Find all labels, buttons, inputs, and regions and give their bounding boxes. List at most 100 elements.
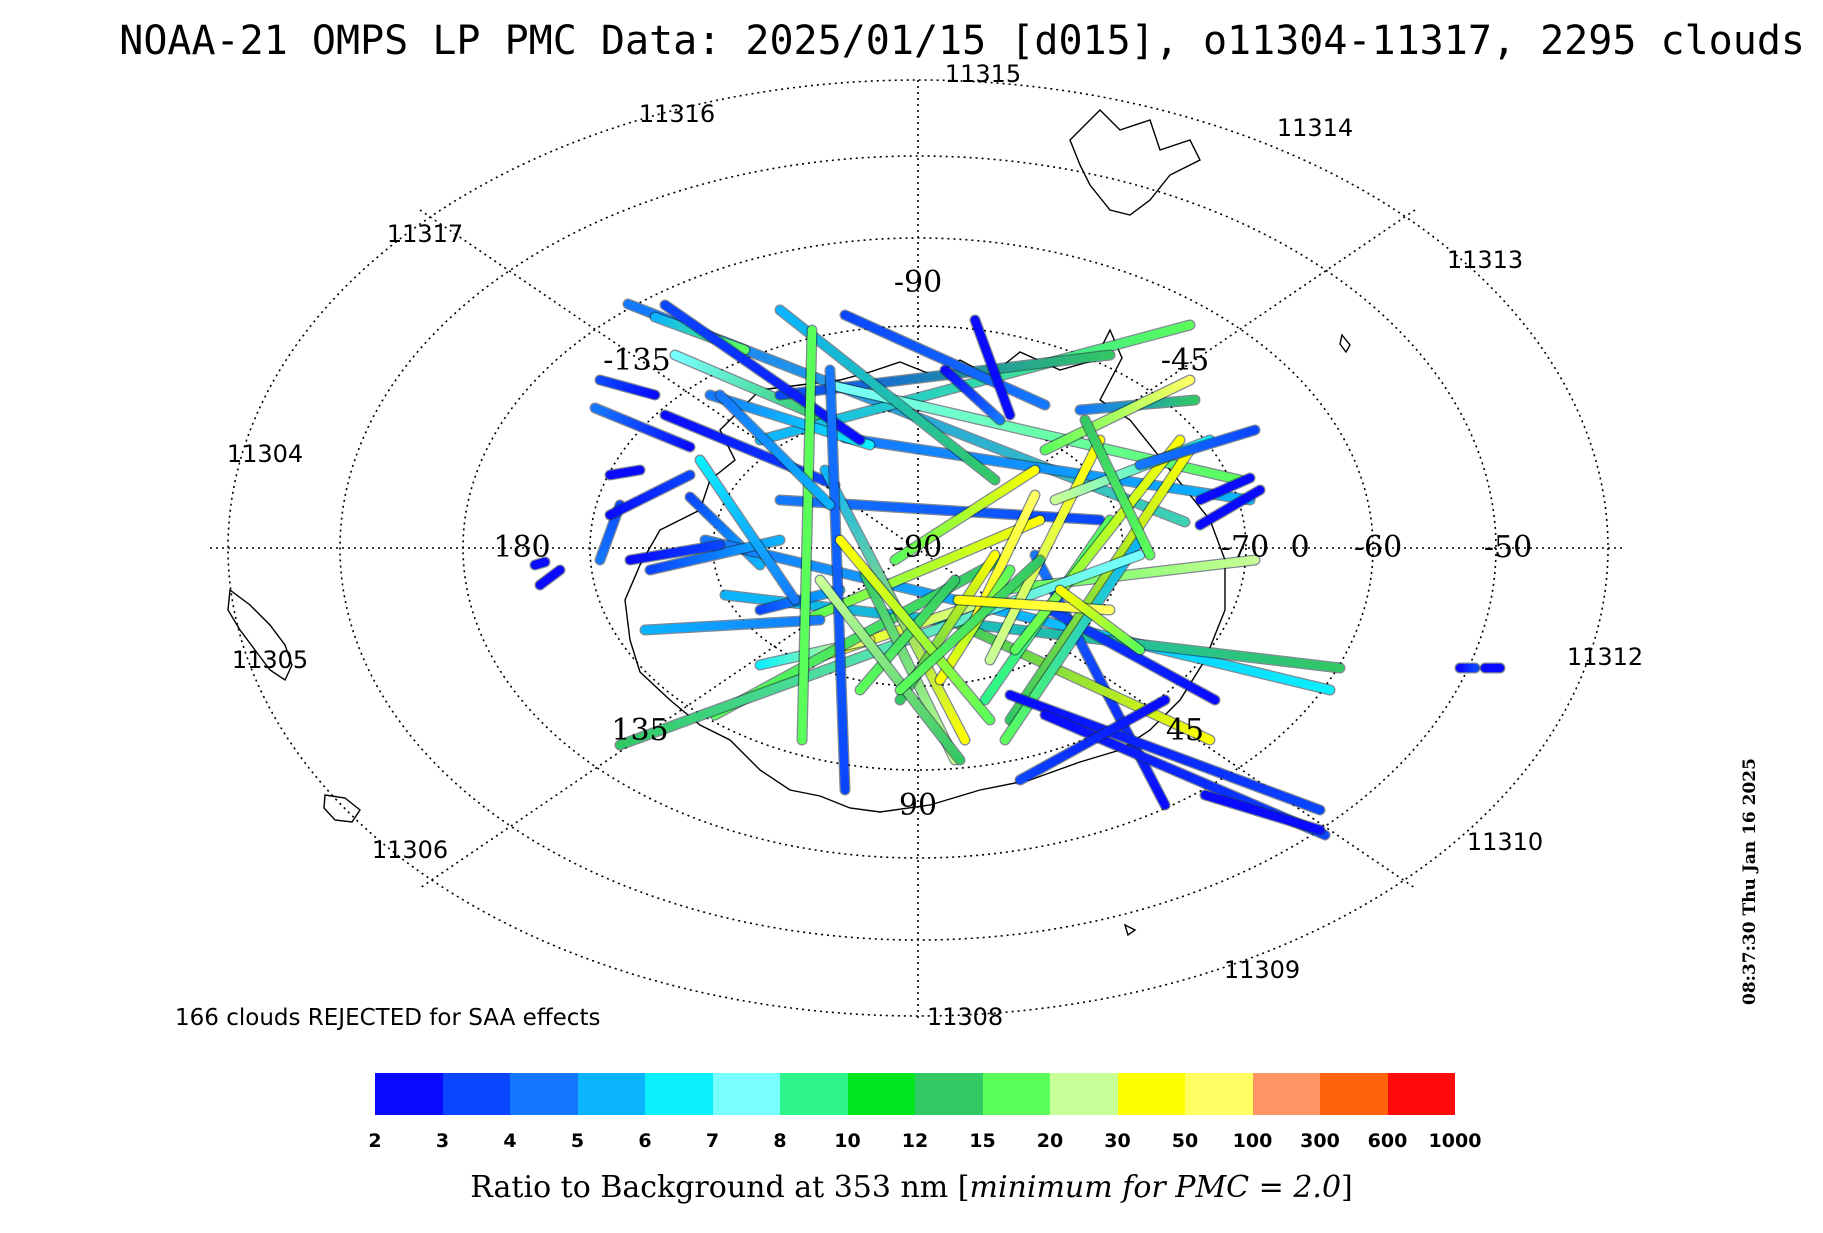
colorbar-tick-label: 12	[901, 1130, 929, 1152]
colorbar-tick-label: 20	[1036, 1130, 1064, 1152]
cloud-track	[530, 557, 550, 570]
colorbar-segment	[1387, 1073, 1455, 1115]
cloud-track	[670, 350, 828, 423]
orbit-label: 11314	[1277, 114, 1353, 142]
latitude-label: -50	[1484, 530, 1532, 565]
cloud-track	[595, 375, 660, 400]
colorbar	[375, 1073, 1455, 1115]
cloud-track	[825, 365, 850, 795]
orbit-label: 11312	[1567, 643, 1643, 671]
colorbar-tick-label: 4	[503, 1130, 517, 1152]
longitude-label: 0	[1290, 530, 1309, 565]
cloud-track	[1135, 425, 1260, 470]
cloud-track	[605, 470, 695, 520]
colorbar-tick-label: 100	[1232, 1130, 1273, 1152]
cloud-track	[940, 365, 1005, 425]
caption-italic: minimum for PMC = 2.0	[969, 1170, 1342, 1205]
cloud-track	[590, 403, 695, 452]
colorbar-segment	[375, 1073, 443, 1115]
coastline	[227, 588, 293, 682]
colorbar-segment	[1050, 1073, 1118, 1115]
caption-suffix: ]	[1341, 1170, 1353, 1205]
cloud-track	[890, 465, 1040, 565]
cloud-track	[1040, 375, 1195, 455]
colorbar-segment	[1320, 1073, 1388, 1115]
cloud-track	[797, 325, 817, 745]
longitude-label: -90	[894, 530, 942, 565]
map-title: NOAA-21 OMPS LP PMC Data: 2025/01/15 [d0…	[119, 18, 1805, 64]
cloud-track	[1055, 585, 1145, 655]
longitude-label: 90	[899, 788, 937, 823]
colorbar-tick-label: 5	[570, 1130, 585, 1152]
colorbar-segment	[1117, 1073, 1185, 1115]
colorbar-segment	[442, 1073, 510, 1115]
coastline	[323, 794, 361, 823]
cloud-track	[970, 315, 1015, 420]
grid-labels: -90 -135 -45 180 -90 0 135 45 90 -70 -60 -50 11315 11…	[227, 60, 1643, 1031]
longitude-line	[419, 209, 1416, 889]
cloud-track	[840, 433, 1255, 505]
cloud-track	[1005, 445, 1195, 725]
colorbar-tick-label: 300	[1300, 1130, 1340, 1152]
longitude-label: 45	[1166, 713, 1204, 748]
colorbar-segment	[780, 1073, 848, 1115]
orbit-label: 11310	[1467, 828, 1543, 856]
cloud-track	[1195, 473, 1255, 505]
longitude-label: -135	[603, 343, 670, 378]
timestamp: 08:37:30 Thu Jan 16 2025	[1740, 758, 1760, 1005]
cloud-track	[640, 615, 825, 635]
cloud-track	[1200, 790, 1325, 835]
orbit-label: 11309	[1224, 956, 1300, 984]
cloud-track	[835, 535, 995, 725]
orbit-label: 11305	[232, 646, 308, 674]
cloud-track	[895, 555, 1045, 695]
orbit-label: 11317	[387, 220, 463, 248]
colorbar-tick-label: 50	[1171, 1130, 1199, 1152]
colorbar-caption: Ratio to Background at 353 nm [minimum f…	[0, 1170, 1823, 1205]
cloud-track	[695, 455, 800, 605]
colorbar-segment	[915, 1073, 983, 1115]
cloud-track	[1080, 415, 1155, 560]
colorbar-tick-label: 15	[969, 1130, 996, 1152]
longitude-label: 135	[611, 713, 668, 748]
cloud-track	[1195, 485, 1265, 530]
longitude-label: -45	[1161, 343, 1209, 378]
colorbar-segment	[982, 1073, 1050, 1115]
colorbar-segment	[847, 1073, 915, 1115]
orbit-label: 11306	[372, 836, 448, 864]
cloud-track	[605, 465, 645, 480]
colorbar-tick-label: 3	[435, 1130, 450, 1152]
longitude-label: 180	[493, 530, 550, 565]
rejected-note: 166 clouds REJECTED for SAA effects	[175, 1005, 601, 1031]
colorbar-segment	[510, 1073, 578, 1115]
cloud-track	[945, 615, 1215, 745]
colorbar-tick-label: 6	[638, 1130, 652, 1152]
colorbar-segment	[1252, 1073, 1320, 1115]
cloud-track	[715, 390, 835, 510]
colorbar-segment	[577, 1073, 645, 1115]
cloud-track	[840, 310, 1050, 410]
cloud-track	[625, 540, 725, 565]
orbit-label: 11313	[1447, 246, 1523, 274]
cloud-tracks	[529, 298, 1506, 841]
colorbar-segment	[645, 1073, 713, 1115]
cloud-track	[855, 575, 960, 695]
colorbar-tick-label: 30	[1104, 1130, 1131, 1152]
caption-prefix: Ratio to Background at 353 nm [	[470, 1170, 970, 1205]
coastline	[1339, 333, 1351, 354]
colorbar-tick-label: 8	[773, 1130, 787, 1152]
orbit-label: 11308	[927, 1003, 1003, 1031]
colorbar-tick-label: 7	[705, 1130, 720, 1152]
orbit-label: 11304	[227, 440, 303, 468]
longitude-label: -90	[894, 265, 942, 300]
colorbar-segment	[1185, 1073, 1253, 1115]
colorbar-labels: 2 3 4 5 6 7 8 10 12 15 20 30 50 100 300 600 1000	[368, 1130, 1481, 1160]
latitude-label: -70	[1221, 530, 1269, 565]
cloud-track	[535, 565, 565, 590]
colorbar-tick-label: 10	[834, 1130, 861, 1152]
coastline	[1069, 109, 1201, 216]
orbit-label: 11315	[945, 60, 1021, 88]
colorbar-tick-label: 2	[368, 1130, 382, 1152]
colorbar-tick-label: 1000	[1428, 1130, 1482, 1152]
